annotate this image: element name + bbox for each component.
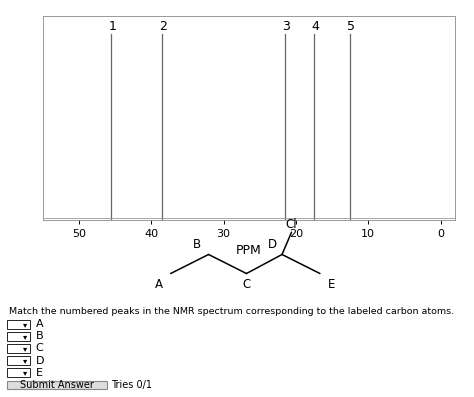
Text: E: E (328, 278, 336, 291)
Text: A: A (155, 278, 163, 291)
Text: 1: 1 (109, 19, 117, 33)
Text: C: C (242, 278, 251, 291)
FancyBboxPatch shape (7, 368, 30, 378)
Text: Match the numbered peaks in the NMR spectrum corresponding to the labeled carbon: Match the numbered peaks in the NMR spec… (9, 307, 455, 316)
Text: ▾: ▾ (23, 344, 27, 353)
FancyBboxPatch shape (7, 381, 107, 389)
Text: E: E (36, 368, 43, 378)
Text: 2: 2 (159, 19, 167, 33)
Text: C: C (36, 343, 43, 353)
Text: ▾: ▾ (23, 356, 27, 365)
FancyBboxPatch shape (7, 320, 30, 329)
FancyBboxPatch shape (7, 344, 30, 353)
FancyBboxPatch shape (7, 332, 30, 341)
Text: 3: 3 (282, 19, 290, 33)
Text: D: D (268, 239, 277, 251)
Text: D: D (36, 356, 44, 366)
Text: ▾: ▾ (23, 320, 27, 329)
Text: Cl: Cl (286, 218, 297, 231)
Text: ▾: ▾ (23, 368, 27, 377)
Text: Tries 0/1: Tries 0/1 (111, 380, 152, 390)
Text: ▾: ▾ (23, 332, 27, 341)
Text: B: B (36, 331, 43, 341)
Text: 4: 4 (311, 19, 319, 33)
X-axis label: PPM: PPM (236, 243, 262, 256)
Text: A: A (36, 319, 43, 329)
Text: Submit Answer: Submit Answer (20, 380, 94, 390)
Text: 5: 5 (347, 19, 355, 33)
FancyBboxPatch shape (7, 356, 30, 365)
Text: B: B (192, 239, 201, 251)
